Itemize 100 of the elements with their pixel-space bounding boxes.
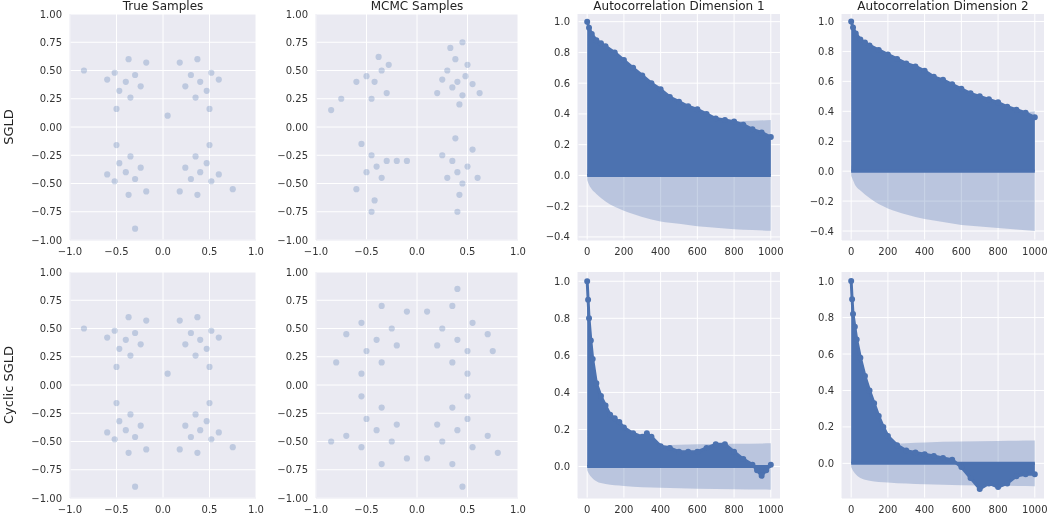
x-tick-label: 400 (651, 246, 671, 258)
y-tick-label: 0.4 (554, 108, 570, 120)
y-tick-label: 0.6 (554, 77, 570, 89)
y-tick-label: −0.75 (277, 464, 308, 476)
y-tick-label: 0.50 (39, 323, 62, 335)
y-tick-label: 0.8 (554, 312, 570, 324)
y-tick-label: −0.75 (31, 464, 62, 476)
chart-title: True Samples (121, 0, 205, 13)
y-tick-label: 1.00 (39, 266, 62, 278)
y-tick-label: 0.8 (554, 46, 570, 58)
x-tick-label: 800 (988, 504, 1008, 516)
y-tick-label: 0.0 (554, 461, 570, 473)
y-tick-label: 0.75 (39, 294, 62, 306)
chart-title: Autocorrelation Dimension 1 (592, 0, 766, 13)
y-tick-label: 0.6 (818, 75, 834, 87)
y-tick-label: 0.25 (285, 93, 308, 105)
y-tick-label: −0.50 (277, 178, 308, 190)
y-tick-label: 0.2 (554, 139, 570, 151)
x-tick-label: 0 (583, 504, 591, 516)
y-tick-label: 0.25 (39, 351, 62, 363)
x-tick-label: 600 (687, 246, 707, 258)
y-tick-label: 0.6 (554, 349, 570, 361)
x-tick-label: 0.5 (459, 246, 476, 258)
y-tick-label: 1.0 (818, 275, 834, 287)
x-tick-label: 800 (988, 246, 1008, 258)
y-tick-label: 0.50 (285, 323, 308, 335)
y-tick-label: −0.25 (277, 407, 308, 419)
x-tick-label: 600 (951, 504, 971, 516)
y-tick-label: 0.8 (818, 312, 834, 324)
y-tick-label: −0.2 (545, 200, 570, 212)
y-tick-label: 0.0 (818, 457, 834, 469)
chart-title: MCMC Samples (369, 0, 465, 13)
y-tick-label: 0.75 (285, 294, 308, 306)
x-tick-label: 1000 (1022, 246, 1048, 258)
y-tick-label: −0.50 (31, 436, 62, 448)
y-tick-label: 0.4 (818, 105, 834, 117)
y-tick-label: −1.00 (277, 234, 308, 246)
x-tick-label: 0.5 (201, 504, 218, 516)
x-tick-label: 1.0 (510, 246, 526, 258)
x-tick-label: −1.0 (303, 504, 329, 516)
y-tick-label: −0.50 (31, 178, 62, 190)
x-tick-label: 1000 (758, 246, 784, 258)
y-tick-label: 0.4 (818, 385, 834, 397)
y-tick-label: 0.2 (818, 421, 834, 433)
y-tick-label: 1.00 (285, 8, 308, 20)
x-tick-label: 1.0 (248, 246, 264, 258)
x-tick-label: −1.0 (57, 246, 83, 258)
y-tick-label: −0.75 (277, 206, 308, 218)
y-tick-label: 0.50 (285, 65, 308, 77)
x-tick-label: 1.0 (510, 504, 526, 516)
x-tick-label: −1.0 (303, 246, 329, 258)
x-tick-label: 0.5 (459, 504, 476, 516)
x-tick-label: 400 (915, 246, 935, 258)
y-tick-label: −1.00 (31, 234, 62, 246)
x-tick-label: 0.0 (155, 504, 171, 516)
x-tick-label: 0 (583, 246, 591, 258)
y-tick-label: 0.00 (285, 121, 308, 133)
x-tick-label: 0.0 (409, 246, 425, 258)
x-tick-label: 1.0 (248, 504, 264, 516)
x-tick-label: 200 (878, 504, 898, 516)
y-tick-label: 1.0 (554, 16, 570, 28)
x-tick-label: 800 (724, 246, 744, 258)
x-tick-label: 400 (651, 504, 671, 516)
y-tick-label: 0.50 (39, 65, 62, 77)
x-tick-label: −0.5 (104, 504, 129, 516)
x-tick-label: −1.0 (57, 504, 83, 516)
y-tick-label: −0.50 (277, 436, 308, 448)
y-tick-label: 0.2 (554, 424, 570, 436)
y-axis-title: SGLD (0, 109, 16, 145)
y-tick-label: −1.00 (277, 492, 308, 504)
x-tick-label: 0 (847, 246, 855, 258)
x-tick-label: 0.0 (155, 246, 171, 258)
y-tick-label: −0.25 (277, 149, 308, 161)
x-tick-label: 200 (614, 246, 634, 258)
x-tick-label: 1000 (758, 504, 784, 516)
y-tick-label: −0.2 (809, 195, 834, 207)
y-tick-label: 0.25 (285, 351, 308, 363)
y-tick-label: 0.75 (39, 36, 62, 48)
y-tick-label: 0.6 (818, 348, 834, 360)
y-tick-label: 0.0 (818, 165, 834, 177)
y-tick-label: 0.4 (554, 386, 570, 398)
x-tick-label: 0.0 (409, 504, 425, 516)
y-tick-label: 0.00 (285, 379, 308, 391)
x-tick-label: 1000 (1022, 504, 1048, 516)
y-tick-label: 0.0 (554, 169, 570, 181)
y-tick-label: 1.00 (39, 8, 62, 20)
x-tick-label: 200 (878, 246, 898, 258)
y-tick-label: 1.00 (285, 266, 308, 278)
y-tick-label: −0.75 (31, 206, 62, 218)
x-tick-label: 0 (847, 504, 855, 516)
y-tick-label: −0.4 (809, 225, 834, 237)
y-axis-title: Cyclic SGLD (0, 346, 16, 424)
y-tick-label: 0.25 (39, 93, 62, 105)
x-tick-label: −0.5 (104, 246, 129, 258)
y-tick-label: 0.2 (818, 135, 834, 147)
x-tick-label: 200 (614, 504, 634, 516)
x-tick-label: 600 (687, 504, 707, 516)
y-tick-label: 0.00 (39, 121, 62, 133)
x-tick-label: −0.5 (354, 504, 379, 516)
y-tick-label: 1.0 (818, 16, 834, 28)
